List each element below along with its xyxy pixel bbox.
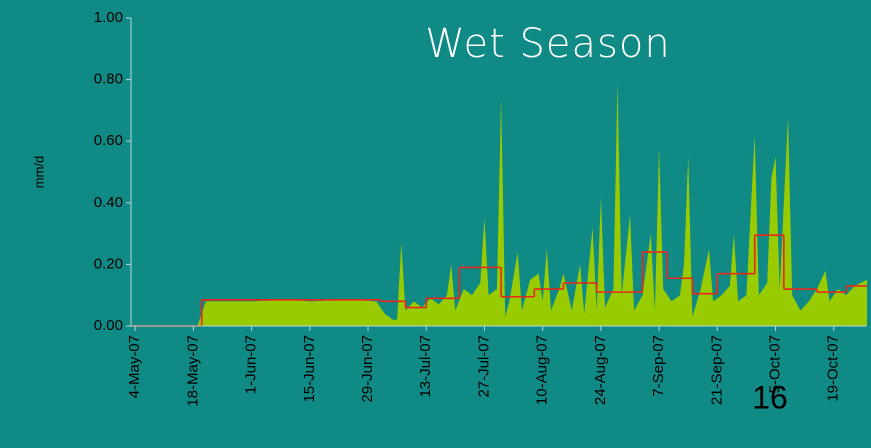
x-tick-label: 24-Aug-07 [592,335,609,405]
y-tick-label: 0.40 [94,194,123,211]
chart-title: Wet Season [425,21,670,67]
area [131,82,867,326]
x-tick-label: 1-Jun-07 [243,335,260,394]
y-axis-label: mm/d [31,156,46,189]
x-tick-label: 19-Oct-07 [825,335,842,402]
x-tick-label: 4-May-07 [126,335,143,398]
x-tick-label: 27-Jul-07 [475,335,492,398]
x-tick-label: 13-Jul-07 [417,335,434,398]
x-tick-label: 7-Sep-07 [650,335,667,397]
y-tick-label: 0.20 [94,255,123,272]
x-tick-label: 15-Jun-07 [301,335,318,403]
page-number: 16 [752,379,788,415]
x-tick-label: 10-Aug-07 [534,335,551,405]
y-tick-label: 0.80 [94,71,123,88]
x-tick-label: 29-Jun-07 [359,335,376,403]
y-tick-label: 0.60 [94,132,123,149]
y-tick-label: 0.00 [94,317,123,334]
x-tick-label: 18-May-07 [184,335,201,407]
y-tick-label: 1.00 [94,9,123,26]
x-tick-label: 5-Oct-07 [766,335,783,393]
x-tick-label: 21-Sep-07 [708,335,725,405]
